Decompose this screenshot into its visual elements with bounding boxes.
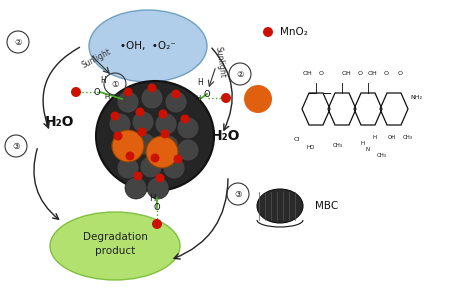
Circle shape [113, 131, 122, 141]
Text: H₂O: H₂O [45, 115, 75, 129]
Circle shape [132, 111, 154, 133]
Text: H: H [100, 76, 106, 84]
Circle shape [157, 135, 179, 157]
Text: O: O [398, 71, 402, 76]
Circle shape [151, 153, 159, 163]
Text: OH: OH [388, 134, 396, 139]
Circle shape [181, 114, 190, 123]
Text: H: H [197, 78, 203, 86]
Circle shape [155, 173, 164, 183]
Circle shape [140, 156, 162, 178]
Circle shape [161, 129, 170, 138]
Circle shape [124, 88, 133, 96]
Text: H: H [373, 134, 377, 139]
Circle shape [136, 108, 145, 116]
Ellipse shape [96, 81, 214, 191]
Text: NH₂: NH₂ [410, 94, 422, 99]
Text: H₂O: H₂O [211, 129, 241, 143]
Circle shape [109, 113, 131, 135]
Text: ①: ① [111, 79, 119, 88]
Circle shape [172, 89, 181, 98]
Text: H: H [361, 141, 365, 146]
Circle shape [147, 177, 169, 199]
Text: Cl: Cl [294, 136, 300, 141]
Circle shape [111, 135, 133, 157]
Circle shape [126, 151, 135, 161]
Text: MBC: MBC [315, 201, 338, 211]
Text: OH: OH [342, 71, 352, 76]
Circle shape [147, 83, 156, 93]
Text: O: O [357, 71, 363, 76]
Circle shape [146, 136, 178, 168]
Circle shape [71, 87, 81, 97]
Circle shape [117, 91, 139, 113]
Text: CH₃: CH₃ [333, 143, 343, 148]
Text: Sunlight: Sunlight [213, 46, 227, 78]
Circle shape [117, 157, 139, 179]
Ellipse shape [89, 10, 207, 82]
Circle shape [177, 117, 199, 139]
Circle shape [173, 155, 182, 163]
Circle shape [137, 128, 146, 136]
Circle shape [163, 157, 185, 179]
Text: ②: ② [236, 69, 244, 78]
Text: Degradation
product: Degradation product [82, 232, 147, 255]
Text: O: O [154, 203, 160, 213]
Text: H: H [149, 193, 155, 203]
Text: Sunlight: Sunlight [80, 48, 112, 71]
Text: HO: HO [307, 144, 315, 150]
Text: CH₃: CH₃ [403, 134, 413, 139]
Circle shape [134, 133, 156, 155]
Ellipse shape [50, 212, 180, 280]
Text: ②: ② [14, 38, 22, 46]
Ellipse shape [257, 189, 303, 223]
Text: ③: ③ [234, 190, 242, 198]
Circle shape [152, 219, 162, 229]
Circle shape [125, 177, 147, 199]
Circle shape [112, 130, 144, 162]
Circle shape [158, 109, 167, 118]
Text: ③: ③ [12, 141, 20, 151]
Text: O: O [383, 71, 389, 76]
Circle shape [110, 111, 119, 121]
Circle shape [177, 139, 199, 161]
Text: MnO₂: MnO₂ [280, 27, 308, 37]
Text: O: O [204, 89, 210, 98]
Text: H: H [195, 95, 201, 101]
Circle shape [263, 27, 273, 37]
Text: O: O [94, 88, 100, 96]
Circle shape [141, 87, 163, 109]
Text: CH₃: CH₃ [377, 153, 387, 158]
Circle shape [165, 91, 187, 113]
Text: OH: OH [303, 71, 313, 76]
Circle shape [155, 113, 177, 135]
Text: N: N [366, 146, 370, 151]
Text: •OH,  •O₂⁻: •OH, •O₂⁻ [120, 41, 176, 51]
Circle shape [221, 93, 231, 103]
Circle shape [134, 171, 143, 181]
Text: O: O [319, 71, 323, 76]
Text: H: H [104, 94, 109, 100]
Circle shape [244, 85, 272, 113]
Text: OH: OH [368, 71, 378, 76]
